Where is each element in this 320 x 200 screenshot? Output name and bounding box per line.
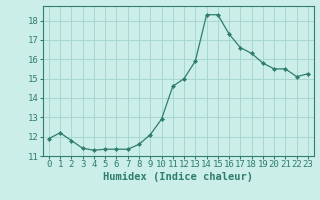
X-axis label: Humidex (Indice chaleur): Humidex (Indice chaleur) <box>103 172 253 182</box>
